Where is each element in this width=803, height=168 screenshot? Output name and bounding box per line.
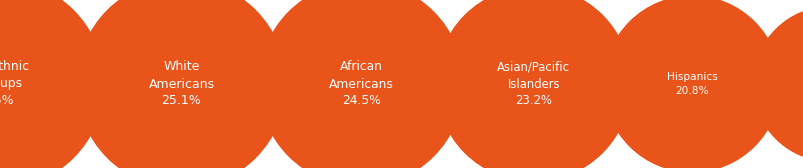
Text: Asian/Pacific
Islanders
23.2%: Asian/Pacific Islanders 23.2% [496, 60, 569, 108]
Circle shape [76, 0, 286, 168]
Text: African
Americans
24.5%: African Americans 24.5% [328, 60, 393, 108]
Circle shape [258, 0, 463, 168]
Text: White
Americans
25.1%: White Americans 25.1% [149, 60, 214, 108]
Circle shape [0, 0, 104, 168]
Circle shape [752, 6, 803, 162]
Text: Hispanics
20.8%: Hispanics 20.8% [666, 72, 716, 96]
Circle shape [603, 0, 780, 168]
Text: All Ethnic
Groups
25%: All Ethnic Groups 25% [0, 60, 29, 108]
Circle shape [435, 0, 630, 168]
